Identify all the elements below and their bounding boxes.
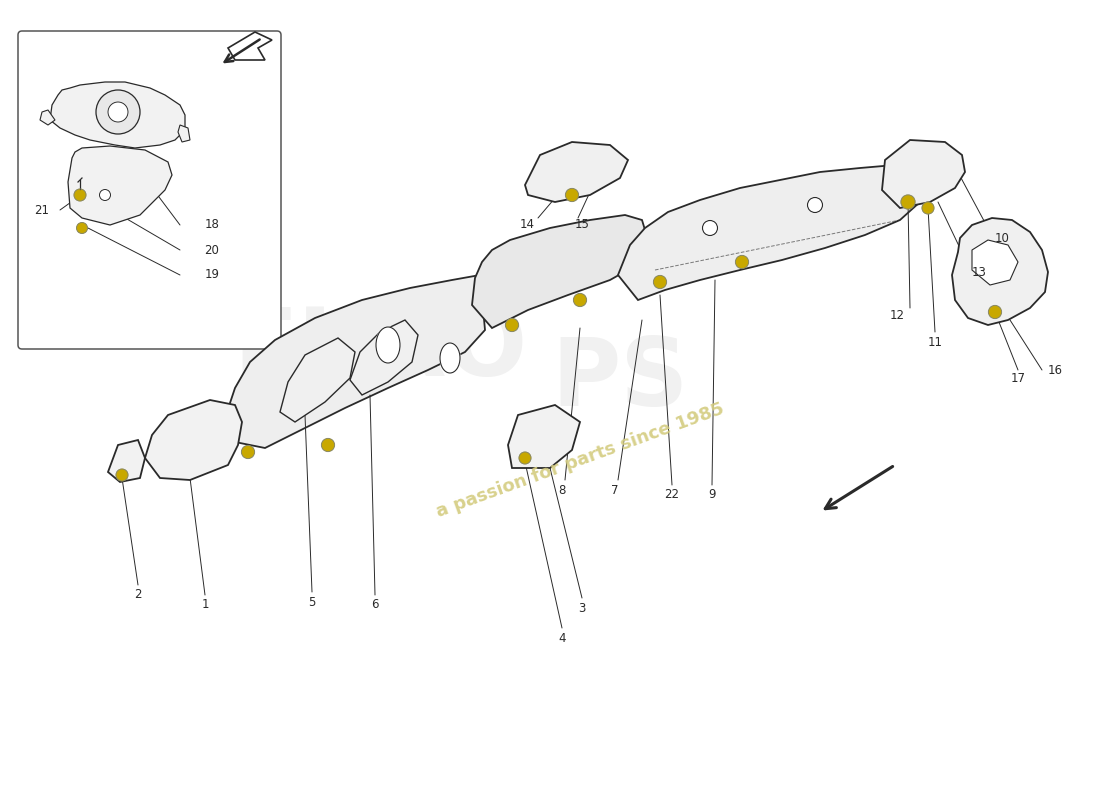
Circle shape (736, 256, 748, 268)
Text: PS: PS (551, 334, 689, 426)
Text: 2: 2 (134, 589, 142, 602)
Polygon shape (618, 165, 925, 300)
Text: 19: 19 (205, 269, 220, 282)
Circle shape (99, 190, 110, 201)
Polygon shape (178, 125, 190, 142)
Text: 22: 22 (664, 489, 680, 502)
Text: 13: 13 (972, 266, 987, 278)
Text: 21: 21 (34, 203, 50, 217)
Polygon shape (108, 440, 145, 482)
Text: 20: 20 (205, 243, 219, 257)
Text: 18: 18 (205, 218, 219, 231)
Circle shape (989, 306, 1001, 318)
Polygon shape (280, 338, 355, 422)
Circle shape (108, 102, 128, 122)
Circle shape (519, 453, 530, 463)
Circle shape (574, 294, 586, 306)
Text: 9: 9 (708, 489, 716, 502)
Circle shape (807, 198, 823, 213)
Polygon shape (952, 218, 1048, 325)
Text: 3: 3 (579, 602, 585, 614)
Text: a passion for parts since 1985: a passion for parts since 1985 (433, 399, 726, 521)
FancyBboxPatch shape (18, 31, 280, 349)
Ellipse shape (440, 343, 460, 373)
Text: 15: 15 (574, 218, 590, 231)
Circle shape (75, 190, 86, 201)
Text: 14: 14 (520, 218, 535, 231)
Text: 16: 16 (1048, 363, 1063, 377)
Text: 7: 7 (612, 483, 618, 497)
Circle shape (77, 223, 87, 233)
Text: 17: 17 (1011, 371, 1025, 385)
Text: 10: 10 (996, 231, 1010, 245)
Circle shape (703, 221, 717, 235)
Polygon shape (228, 32, 272, 60)
Circle shape (654, 276, 666, 288)
Polygon shape (40, 110, 55, 125)
Circle shape (566, 189, 578, 201)
Circle shape (923, 202, 934, 214)
Circle shape (322, 439, 334, 451)
Text: 8: 8 (559, 483, 565, 497)
Polygon shape (350, 320, 418, 395)
Polygon shape (226, 275, 485, 448)
Polygon shape (50, 82, 185, 148)
Text: 1: 1 (201, 598, 209, 611)
Text: EURO: EURO (233, 304, 527, 396)
Text: 12: 12 (890, 309, 905, 322)
Circle shape (902, 195, 914, 209)
Polygon shape (472, 215, 648, 328)
Circle shape (117, 470, 128, 481)
Polygon shape (882, 140, 965, 208)
Text: 11: 11 (927, 335, 943, 349)
Text: 5: 5 (308, 595, 316, 609)
Polygon shape (145, 400, 242, 480)
Polygon shape (508, 405, 580, 468)
Circle shape (242, 446, 254, 458)
Text: 6: 6 (372, 598, 378, 611)
Ellipse shape (376, 327, 400, 363)
Polygon shape (525, 142, 628, 202)
Polygon shape (68, 146, 172, 225)
Circle shape (506, 319, 518, 331)
Text: 4: 4 (558, 631, 565, 645)
Circle shape (96, 90, 140, 134)
Polygon shape (972, 240, 1018, 285)
